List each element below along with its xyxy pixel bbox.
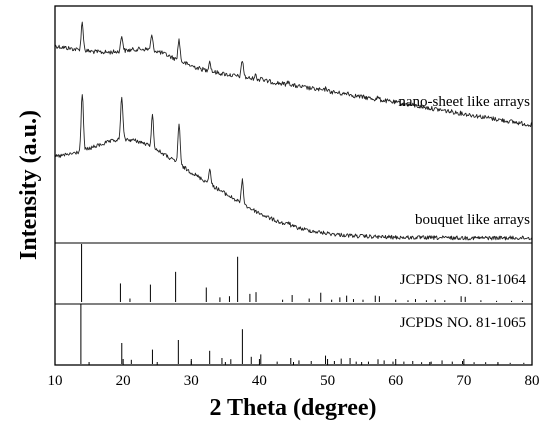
trace-layer (54, 21, 533, 241)
y-axis-label: Intensity (a.u.) (16, 110, 42, 260)
x-tick-label: 10 (48, 373, 63, 389)
x-tick-label: 30 (184, 373, 199, 389)
x-axis-ticks: 10 20 30 40 50 60 70 80 (48, 359, 540, 389)
reference-layer (80, 244, 525, 364)
xrd-trace-nano-sheet (54, 21, 533, 128)
reference-label-81-1065: JCPDS NO. 81-1065 (400, 315, 526, 331)
reference-label-81-1064: JCPDS NO. 81-1064 (400, 272, 527, 288)
x-tick-label: 80 (525, 373, 540, 389)
x-tick-label: 20 (116, 373, 131, 389)
x-tick-label: 50 (320, 373, 335, 389)
series-label-nano-sheet: nano-sheet like arrays (398, 94, 530, 110)
x-tick-label: 40 (252, 373, 267, 389)
x-axis-label: 2 Theta (degree) (209, 395, 376, 421)
plot-frame (54, 5, 533, 366)
xrd-trace-bouquet (55, 94, 533, 241)
x-tick-label: 60 (388, 373, 403, 389)
series-label-bouquet: bouquet like arrays (415, 212, 530, 228)
x-tick-label: 70 (456, 373, 471, 389)
